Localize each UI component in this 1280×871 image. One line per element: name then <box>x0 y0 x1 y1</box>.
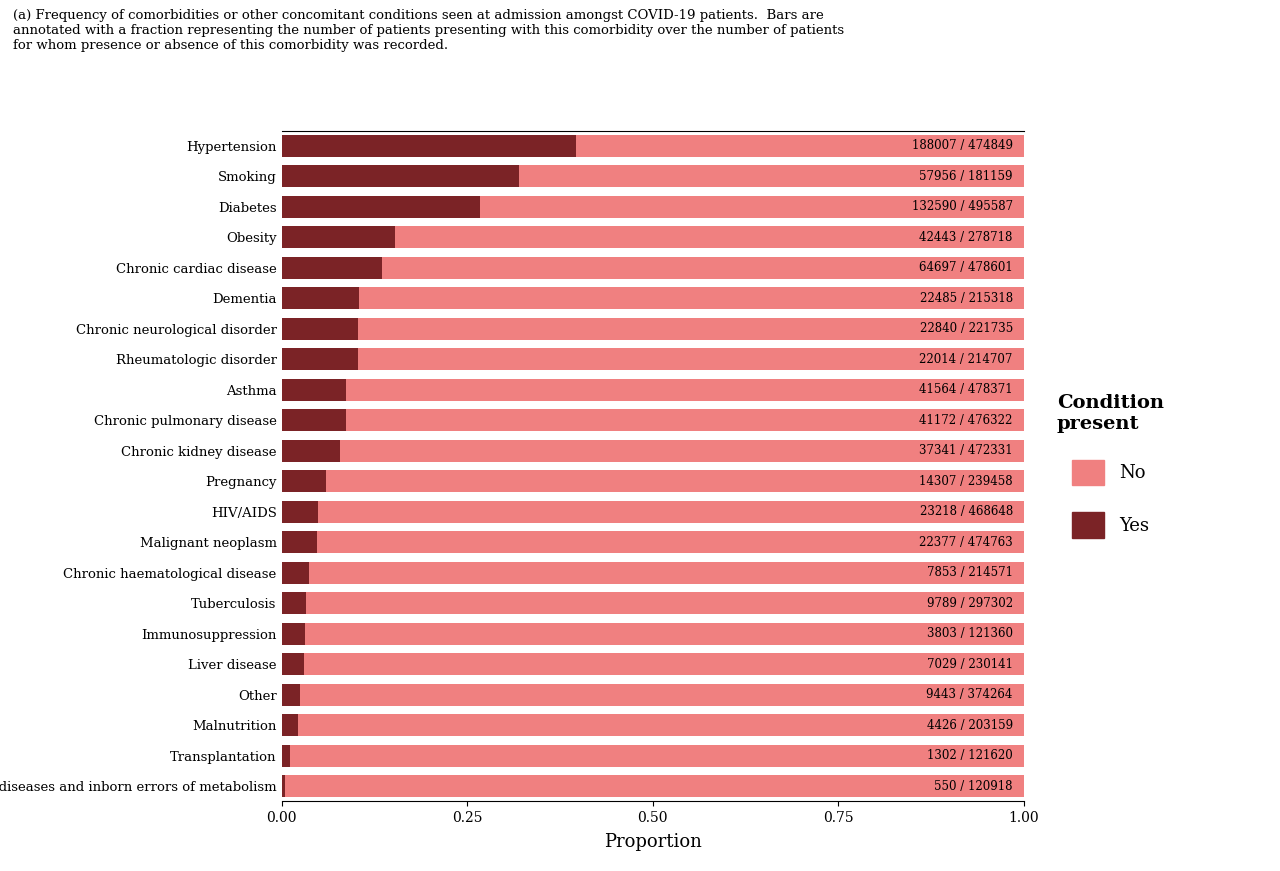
Bar <box>282 348 1024 370</box>
Text: 37341 / 472331: 37341 / 472331 <box>919 444 1012 457</box>
Bar <box>282 440 1024 462</box>
Bar <box>282 135 1024 157</box>
Text: 188007 / 474849: 188007 / 474849 <box>911 139 1012 152</box>
Text: 42443 / 278718: 42443 / 278718 <box>919 231 1012 244</box>
Bar <box>282 165 1024 187</box>
Bar <box>282 684 1024 706</box>
Bar <box>282 440 340 462</box>
Bar <box>282 226 1024 248</box>
Bar <box>282 318 1024 340</box>
Bar <box>282 714 1024 736</box>
Bar <box>282 775 1024 797</box>
Bar <box>282 379 346 401</box>
Bar <box>282 287 360 309</box>
Bar <box>282 501 1024 523</box>
Bar <box>282 501 319 523</box>
Text: 22840 / 221735: 22840 / 221735 <box>919 322 1012 335</box>
Bar <box>282 135 576 157</box>
Text: 22377 / 474763: 22377 / 474763 <box>919 536 1012 549</box>
Bar <box>282 623 1024 645</box>
Bar <box>282 653 305 675</box>
Bar <box>282 318 358 340</box>
Bar <box>282 714 298 736</box>
Bar <box>282 562 308 584</box>
Text: 3803 / 121360: 3803 / 121360 <box>927 627 1012 640</box>
Text: (a) Frequency of comorbidities or other concomitant conditions seen at admission: (a) Frequency of comorbidities or other … <box>13 9 844 51</box>
Bar <box>282 623 305 645</box>
Bar <box>282 653 1024 675</box>
Text: 57956 / 181159: 57956 / 181159 <box>919 170 1012 183</box>
Text: 550 / 120918: 550 / 120918 <box>934 780 1012 793</box>
Bar <box>282 745 1024 766</box>
Text: 22014 / 214707: 22014 / 214707 <box>919 353 1012 366</box>
Bar <box>282 379 1024 401</box>
X-axis label: Proportion: Proportion <box>604 834 701 851</box>
Bar <box>282 592 1024 614</box>
Bar <box>282 196 480 218</box>
Bar <box>282 470 326 492</box>
Bar <box>282 287 1024 309</box>
Text: 7853 / 214571: 7853 / 214571 <box>927 566 1012 579</box>
Text: 9789 / 297302: 9789 / 297302 <box>927 597 1012 610</box>
Bar <box>282 562 1024 584</box>
Bar <box>282 257 1024 279</box>
Bar <box>282 409 346 431</box>
Text: 1302 / 121620: 1302 / 121620 <box>927 749 1012 762</box>
Text: 14307 / 239458: 14307 / 239458 <box>919 475 1012 488</box>
Bar <box>282 745 289 766</box>
Bar <box>282 775 285 797</box>
Text: 41172 / 476322: 41172 / 476322 <box>919 414 1012 427</box>
Bar <box>282 470 1024 492</box>
Bar <box>282 165 520 187</box>
Text: 7029 / 230141: 7029 / 230141 <box>927 658 1012 671</box>
Text: 22485 / 215318: 22485 / 215318 <box>920 292 1012 305</box>
Text: 132590 / 495587: 132590 / 495587 <box>911 200 1012 213</box>
Bar <box>282 409 1024 431</box>
Bar <box>282 226 394 248</box>
Text: 4426 / 203159: 4426 / 203159 <box>927 719 1012 732</box>
Bar <box>282 531 316 553</box>
Text: 9443 / 374264: 9443 / 374264 <box>927 688 1012 701</box>
Legend: No, Yes: No, Yes <box>1048 385 1172 547</box>
Bar <box>282 592 306 614</box>
Text: 64697 / 478601: 64697 / 478601 <box>919 261 1012 274</box>
Text: 23218 / 468648: 23218 / 468648 <box>919 505 1012 518</box>
Bar <box>282 257 381 279</box>
Bar <box>282 684 301 706</box>
Text: 41564 / 478371: 41564 / 478371 <box>919 383 1012 396</box>
Bar <box>282 348 357 370</box>
Bar <box>282 531 1024 553</box>
Bar <box>282 196 1024 218</box>
